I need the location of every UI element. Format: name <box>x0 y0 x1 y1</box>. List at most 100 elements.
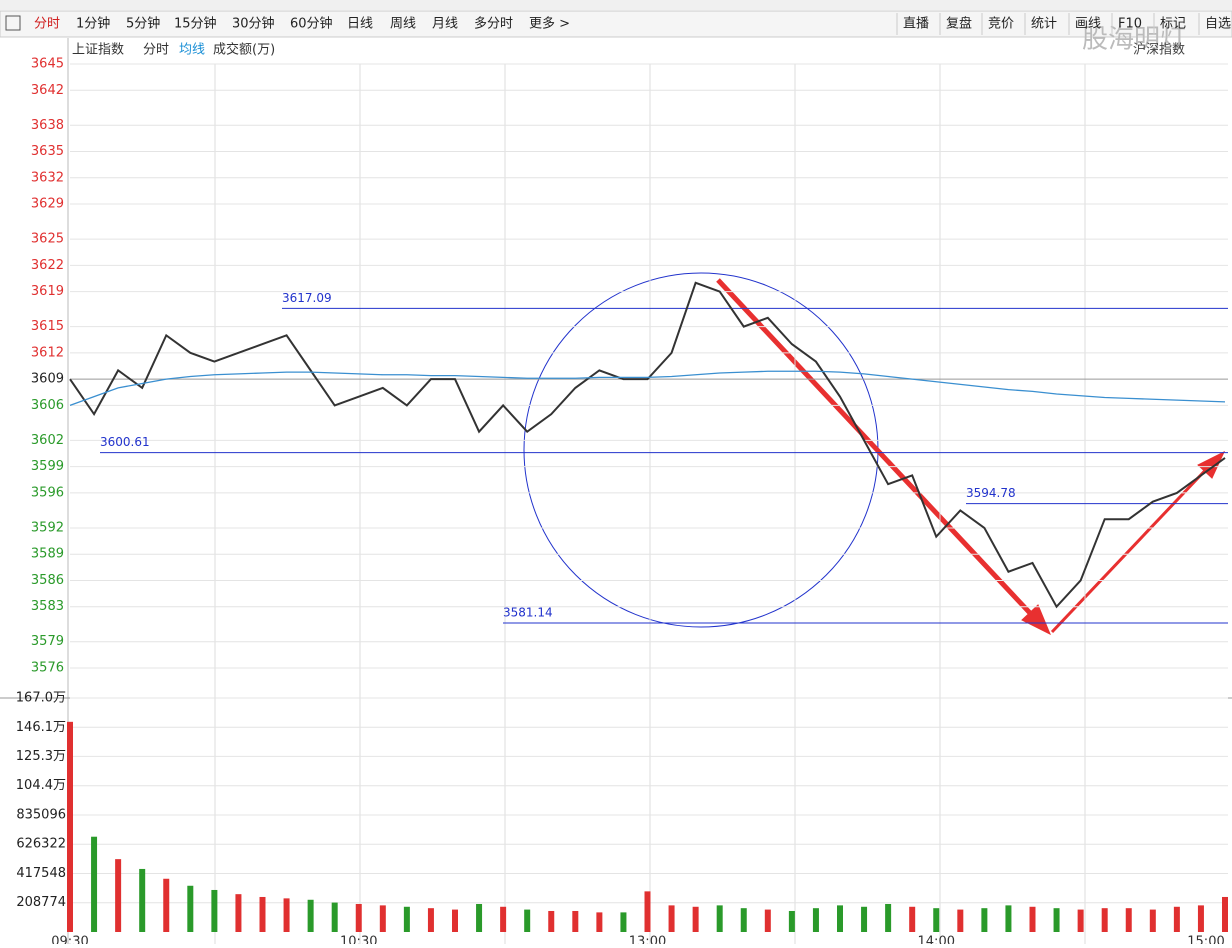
tool-button[interactable]: 自选 <box>1205 17 1231 32</box>
volume-bar <box>235 894 242 932</box>
volume-bar <box>1053 908 1060 932</box>
tab[interactable]: 5分钟 <box>126 16 160 32</box>
x-tick-label: 09:30 <box>51 935 88 945</box>
tab[interactable]: 30分钟 <box>232 16 275 32</box>
x-tick-label: 14:00 <box>918 935 955 945</box>
tool-button[interactable]: 画线 <box>1075 17 1101 32</box>
y-tick-label: 3629 <box>31 197 64 212</box>
volume-bar <box>861 906 868 932</box>
volume-bar <box>716 905 723 932</box>
volume-bar <box>644 891 651 932</box>
volume-bar <box>139 868 146 932</box>
y-tick-label: 3635 <box>31 144 64 159</box>
volume-bar <box>692 906 699 932</box>
volume-bar <box>1222 896 1228 932</box>
y-tick-label: 3642 <box>31 83 64 98</box>
volume-bar <box>812 908 819 932</box>
tab[interactable]: 1分钟 <box>76 16 110 32</box>
level-label: 3594.78 <box>966 486 1016 500</box>
toolbar <box>0 10 1232 38</box>
y-tick-label: 417548 <box>16 866 66 881</box>
tab[interactable]: 60分钟 <box>290 16 333 32</box>
volume-bar <box>91 836 98 932</box>
volume-bar <box>115 859 122 932</box>
volume-bar <box>476 903 483 932</box>
price-line <box>69 281 1226 609</box>
volume-bar <box>307 899 314 932</box>
tool-button[interactable]: F10 <box>1118 17 1142 32</box>
y-tick-label: 146.1万 <box>16 720 66 735</box>
volume-bar <box>259 896 266 932</box>
y-tick-label: 3615 <box>31 319 64 334</box>
y-tick-label: 3583 <box>31 599 64 614</box>
tab[interactable]: 分时 <box>34 17 60 32</box>
toggle-icon[interactable] <box>5 15 21 31</box>
tool-button[interactable]: 标记 <box>1160 17 1186 32</box>
y-tick-label: 104.4万 <box>16 778 66 793</box>
volume-bar <box>1173 906 1180 932</box>
y-tick-label: 167.0万 <box>16 691 66 706</box>
x-tick-label: 15:00 <box>1187 935 1224 945</box>
tab[interactable]: 日线 <box>347 17 373 32</box>
volume-bar <box>524 909 531 932</box>
y-tick-label: 3638 <box>31 118 64 133</box>
y-tick-label: 3632 <box>31 170 64 185</box>
volume-bar <box>788 910 795 932</box>
y-tick-label: 3599 <box>31 459 64 474</box>
level-label: 3617.09 <box>282 291 332 305</box>
volume-bar <box>1149 909 1156 932</box>
level-label: 3600.61 <box>100 435 150 449</box>
tab[interactable]: 多分时 <box>474 16 513 32</box>
tool-button[interactable]: 统计 <box>1031 17 1057 32</box>
volume-bar <box>211 889 218 932</box>
tool-button[interactable]: 竞价 <box>988 16 1014 32</box>
volume-bar <box>957 909 964 932</box>
volume-bar <box>163 878 170 932</box>
tool-button[interactable]: 复盘 <box>946 16 972 32</box>
volume-bar <box>452 909 458 932</box>
volume-bar <box>331 902 338 932</box>
volume-bar <box>67 721 73 932</box>
watermark: 股海明灯 <box>1082 25 1186 55</box>
volume-bar <box>620 912 627 932</box>
volume-title: 成交额(万) <box>213 42 275 58</box>
tab[interactable]: 15分钟 <box>174 16 217 32</box>
volume-bar <box>981 908 988 932</box>
y-tick-label: 3622 <box>31 258 64 273</box>
volume-bar <box>355 903 362 932</box>
y-tick-label: 3596 <box>31 485 64 500</box>
y-tick-label: 3645 <box>31 57 64 72</box>
y-tick-label: 3612 <box>31 345 64 360</box>
average-line <box>69 370 1226 407</box>
tool-button[interactable]: 直播 <box>903 17 929 32</box>
volume-bar <box>1101 908 1108 932</box>
y-tick-label: 125.3万 <box>16 749 66 764</box>
tab[interactable]: 更多 > <box>529 16 570 32</box>
y-tick-label: 3609 <box>31 372 64 387</box>
market-label: 沪深指数 <box>1133 42 1185 58</box>
volume-bar <box>837 905 843 932</box>
legend-entry[interactable]: 分时 <box>143 43 169 58</box>
y-tick-label: 3579 <box>31 634 64 649</box>
y-tick-label: 3586 <box>31 573 64 588</box>
y-tick-label: 3589 <box>31 547 64 562</box>
volume-bar <box>764 909 771 932</box>
legend-entry[interactable]: 均线 <box>179 43 205 58</box>
tab[interactable]: 月线 <box>432 17 458 32</box>
volume-bar <box>187 885 194 932</box>
tab[interactable]: 周线 <box>390 17 416 32</box>
volume-bar <box>1005 905 1012 932</box>
y-tick-label: 835096 <box>16 807 66 822</box>
volume-bar <box>379 905 386 932</box>
volume-bar <box>909 906 916 932</box>
volume-bar <box>548 910 555 932</box>
y-tick-label: 626322 <box>16 837 66 852</box>
chart-title: 上证指数 <box>72 43 124 58</box>
y-tick-label: 3625 <box>31 232 64 247</box>
volume-bar <box>933 908 940 932</box>
arrows <box>716 278 1226 636</box>
y-tick-label: 208774 <box>16 895 66 910</box>
y-tick-label: 3602 <box>31 433 64 448</box>
volume-bar <box>283 898 290 932</box>
